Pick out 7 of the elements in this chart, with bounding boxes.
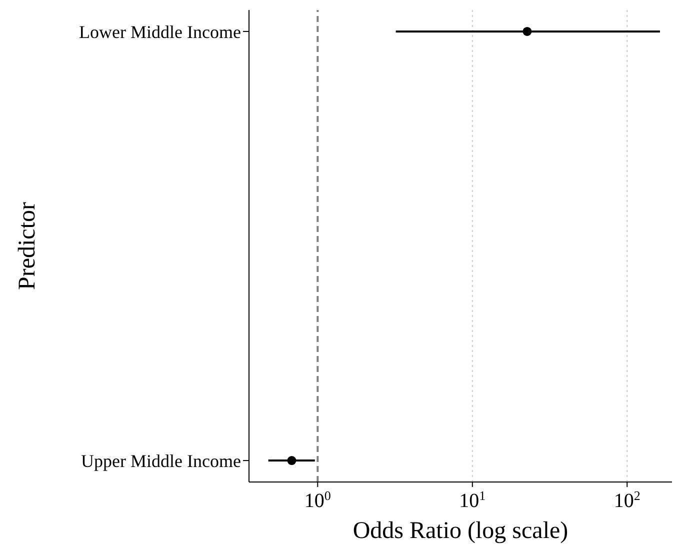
x-tick-label: 10$^{1}$	[459, 488, 486, 512]
y-tick-label: Upper Middle Income	[81, 450, 242, 471]
x-tick-label: 10$^{2}$	[614, 488, 640, 512]
y-axis-title: Predictor	[14, 202, 41, 290]
x-tick-label: 10$^{0}$	[304, 488, 331, 512]
x-axis-title: Odds Ratio (log scale)	[352, 518, 568, 544]
y-tick-label: Lower Middle Income	[79, 22, 242, 42]
